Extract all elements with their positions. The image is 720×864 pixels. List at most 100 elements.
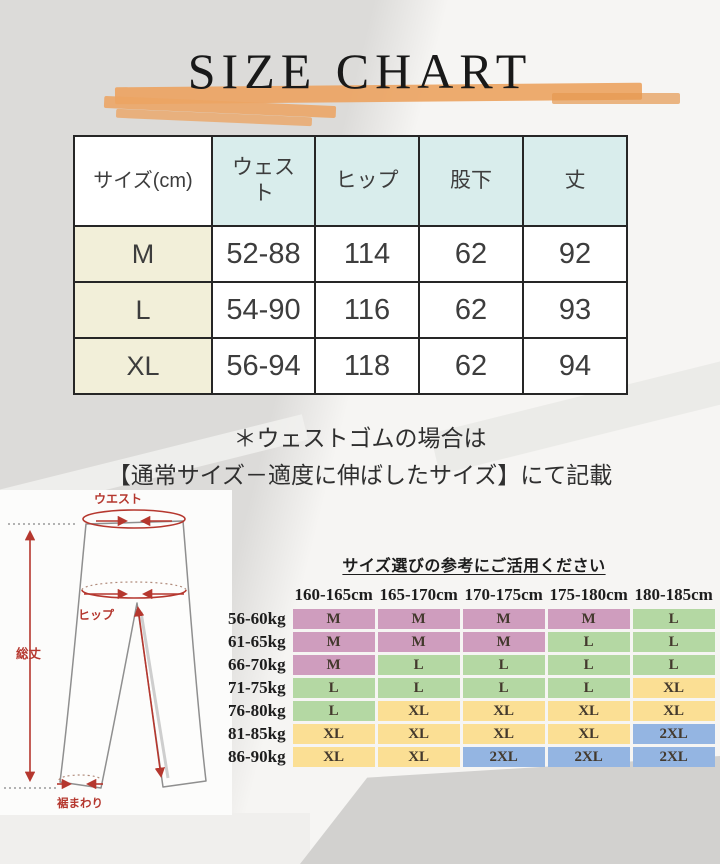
fit-cell: XL bbox=[462, 724, 545, 744]
table-row: L 54-90 116 62 93 bbox=[73, 281, 628, 339]
fit-cell: L bbox=[462, 655, 545, 675]
fit-cell: M bbox=[292, 609, 375, 629]
cell-hip: 116 bbox=[314, 281, 420, 339]
fit-cell: XL bbox=[547, 724, 630, 744]
fit-cell: L bbox=[547, 655, 630, 675]
pants-diagram-svg: ウエスト 総丈 ヒップ 裾まわり bbox=[4, 492, 207, 810]
cell-inseam: 62 bbox=[418, 225, 524, 283]
fit-cell: XL bbox=[547, 701, 630, 721]
cell-size: M bbox=[73, 225, 213, 283]
cell-hip: 118 bbox=[314, 337, 420, 395]
height-header: 160-165cm bbox=[294, 585, 373, 604]
fit-cell: L bbox=[377, 655, 460, 675]
weight-label: 56-60kg bbox=[228, 609, 286, 628]
fit-row: 76-80kg L XL XL XL XL bbox=[228, 701, 715, 721]
fit-row: 71-75kg L L L L XL bbox=[228, 678, 715, 698]
cell-length: 92 bbox=[522, 225, 628, 283]
fit-header-row: 160-165cm 165-170cm 170-175cm 175-180cm … bbox=[228, 584, 715, 606]
fit-cell: L bbox=[632, 609, 715, 629]
cell-size: L bbox=[73, 281, 213, 339]
fit-cell: XL bbox=[632, 701, 715, 721]
size-table: サイズ(cm) ウェスト ヒップ 股下 丈 M 52-88 114 62 92 … bbox=[73, 135, 628, 395]
note-line-1: ＊ウェストゴムの場合は bbox=[233, 426, 487, 451]
fit-cell: M bbox=[462, 609, 545, 629]
fit-guide-title: サイズ選びの参考にご活用ください bbox=[342, 558, 606, 575]
fit-row: 81-85kg XL XL XL XL 2XL bbox=[228, 724, 715, 744]
weight-label: 71-75kg bbox=[228, 678, 286, 697]
fit-cell: XL bbox=[632, 678, 715, 698]
fit-cell: L bbox=[292, 678, 375, 698]
fit-cell: XL bbox=[377, 747, 460, 767]
fit-cell: L bbox=[547, 678, 630, 698]
weight-label: 81-85kg bbox=[228, 724, 286, 743]
fit-cell: 2XL bbox=[632, 724, 715, 744]
background-wedge bbox=[300, 756, 720, 864]
cell-hip: 114 bbox=[314, 225, 420, 283]
fit-cell: 2XL bbox=[547, 747, 630, 767]
fit-cell: L bbox=[632, 655, 715, 675]
fit-row: 56-60kg M M M M L bbox=[228, 609, 715, 629]
fit-cell: XL bbox=[377, 724, 460, 744]
header-size: サイズ(cm) bbox=[73, 135, 213, 227]
fit-cell: XL bbox=[292, 724, 375, 744]
fit-cell: XL bbox=[462, 701, 545, 721]
total-length-label: 総丈 bbox=[16, 646, 42, 661]
fit-guide: サイズ選びの参考にご活用ください 160-165cm 165-170cm 170… bbox=[228, 552, 720, 770]
hem-label: 裾まわり bbox=[57, 796, 103, 810]
table-row: M 52-88 114 62 92 bbox=[73, 225, 628, 283]
size-table-header-row: サイズ(cm) ウェスト ヒップ 股下 丈 bbox=[73, 135, 628, 227]
hem-dotted-arc bbox=[58, 774, 102, 781]
table-row: XL 56-94 118 62 94 bbox=[73, 337, 628, 395]
height-header: 180-185cm bbox=[634, 585, 713, 604]
fit-cell: L bbox=[547, 632, 630, 652]
weight-label: 61-65kg bbox=[228, 632, 286, 651]
header-waist: ウェスト bbox=[211, 135, 316, 227]
header-length: 丈 bbox=[522, 135, 628, 227]
weight-label: 86-90kg bbox=[228, 747, 286, 766]
note-line-2: 【通常サイズ－適度に伸ばしたサイズ】にて記載 bbox=[107, 463, 613, 488]
fit-cell: L bbox=[462, 678, 545, 698]
fit-cell: XL bbox=[292, 747, 375, 767]
fit-cell: M bbox=[377, 632, 460, 652]
fit-cell: M bbox=[292, 632, 375, 652]
inseam-arrow bbox=[133, 605, 166, 779]
hip-dotted-arc bbox=[81, 581, 187, 591]
height-header: 175-180cm bbox=[549, 585, 628, 604]
header-inseam: 股下 bbox=[418, 135, 524, 227]
cell-inseam: 62 bbox=[418, 337, 524, 395]
cell-size: XL bbox=[73, 337, 213, 395]
fit-cell: L bbox=[632, 632, 715, 652]
fit-cell: M bbox=[292, 655, 375, 675]
fit-row: 66-70kg M L L L L bbox=[228, 655, 715, 675]
title-block: SIZE CHART bbox=[0, 0, 720, 135]
header-hip: ヒップ bbox=[314, 135, 420, 227]
height-header: 165-170cm bbox=[379, 585, 458, 604]
waist-note: ＊ウェストゴムの場合は 【通常サイズ－適度に伸ばしたサイズ】にて記載 bbox=[0, 420, 720, 494]
fit-cell: M bbox=[547, 609, 630, 629]
fit-row: 86-90kg XL XL 2XL 2XL 2XL bbox=[228, 747, 715, 767]
fit-cell: L bbox=[292, 701, 375, 721]
fit-cell: L bbox=[377, 678, 460, 698]
cell-length: 93 bbox=[522, 281, 628, 339]
fit-corner-cell bbox=[228, 584, 290, 606]
fit-cell: 2XL bbox=[462, 747, 545, 767]
cell-length: 94 bbox=[522, 337, 628, 395]
fit-cell: M bbox=[377, 609, 460, 629]
brush-stroke bbox=[552, 93, 680, 104]
fit-table: 160-165cm 165-170cm 170-175cm 175-180cm … bbox=[225, 581, 718, 770]
fit-cell: M bbox=[462, 632, 545, 652]
fit-cell: 2XL bbox=[632, 747, 715, 767]
pants-outline bbox=[59, 520, 207, 789]
waist-label: ウエスト bbox=[94, 492, 142, 506]
weight-label: 66-70kg bbox=[228, 655, 286, 674]
background-strip bbox=[0, 813, 310, 864]
cell-inseam: 62 bbox=[418, 281, 524, 339]
fit-row: 61-65kg M M M L L bbox=[228, 632, 715, 652]
cell-waist: 52-88 bbox=[211, 225, 316, 283]
weight-label: 76-80kg bbox=[228, 701, 286, 720]
cell-waist: 56-94 bbox=[211, 337, 316, 395]
height-header: 170-175cm bbox=[464, 585, 543, 604]
waist-ellipse bbox=[82, 509, 186, 529]
hip-label: ヒップ bbox=[78, 607, 115, 622]
